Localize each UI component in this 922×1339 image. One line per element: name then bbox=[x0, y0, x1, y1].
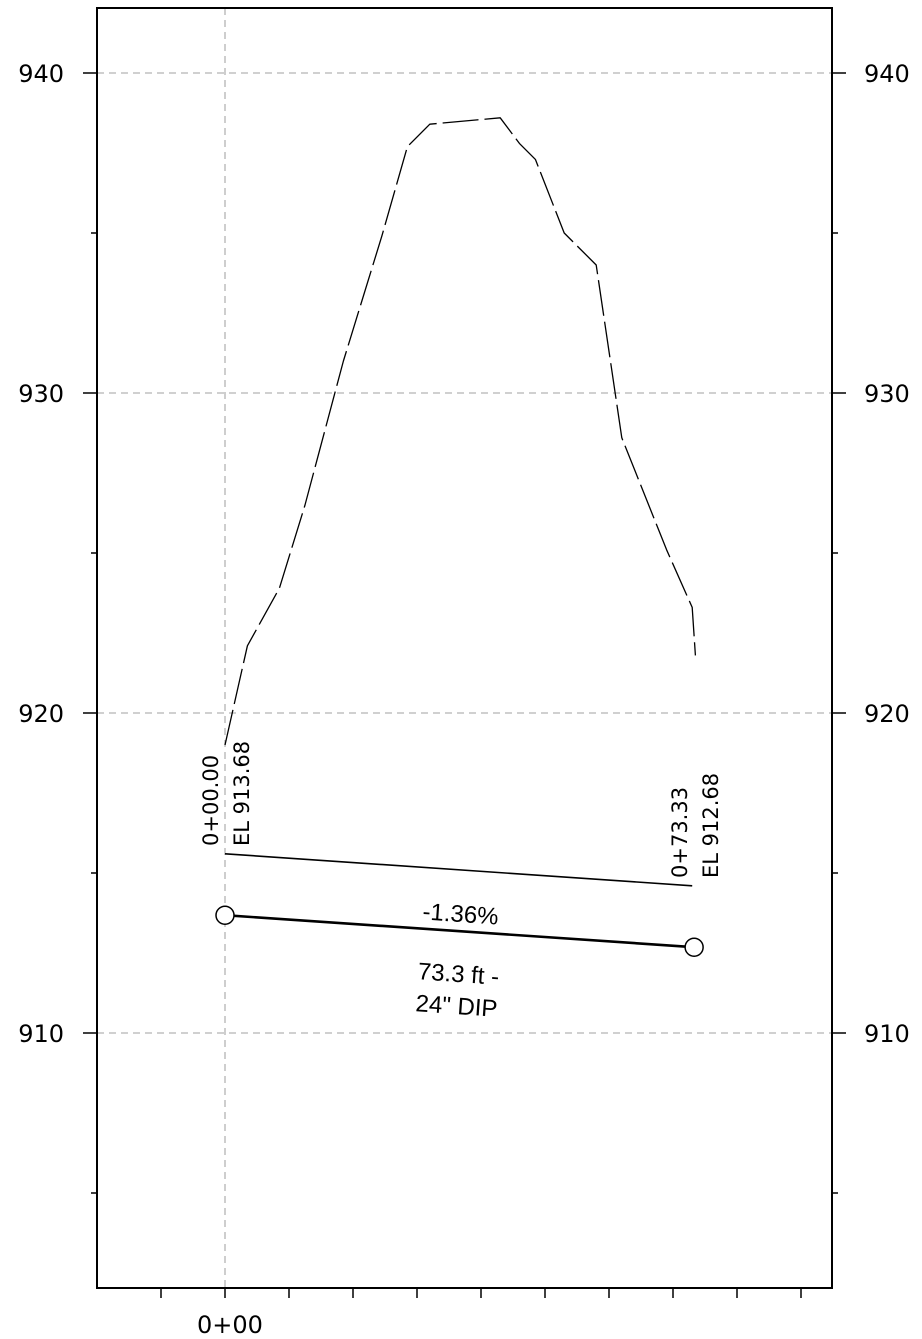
y-tick-label-left-910: 910 bbox=[18, 1020, 64, 1048]
y-tick-label-right-930: 930 bbox=[864, 380, 910, 408]
y-tick-label-right-920: 920 bbox=[864, 700, 910, 728]
start-point-marker bbox=[215, 905, 235, 925]
series-group bbox=[224, 117, 697, 949]
y-tick-label-left-920: 920 bbox=[18, 700, 64, 728]
start-station-label: 0+00.00 bbox=[199, 755, 223, 846]
pipe-profile-line bbox=[224, 913, 695, 949]
start-elevation-label: EL 913.68 bbox=[230, 741, 254, 846]
end-station-label: 0+73.33 bbox=[668, 787, 692, 878]
points-group bbox=[215, 905, 704, 957]
y-tick-label-right-910: 910 bbox=[864, 1020, 910, 1048]
x-axis: 0+00 bbox=[160, 1288, 802, 1339]
y-axis-right: 940 930 920 910 bbox=[832, 60, 910, 1194]
end-point-marker bbox=[684, 937, 704, 957]
grid-lines bbox=[97, 72, 832, 1034]
end-elevation-label: EL 912.68 bbox=[699, 773, 723, 878]
y-axis-left: 940 930 920 910 bbox=[18, 60, 97, 1194]
y-tick-label-left-940: 940 bbox=[18, 60, 64, 88]
pipe-label-line bbox=[224, 853, 693, 887]
plot-frame bbox=[96, 7, 833, 1289]
pipe-length-label: 73.3 ft - bbox=[417, 958, 500, 991]
x-tick-label-0+00: 0+00 bbox=[197, 1311, 263, 1339]
existing-ground-line bbox=[224, 117, 697, 746]
annotations-group: 0+00.00 EL 913.68 0+73.33 EL 912.68 -1.3… bbox=[199, 741, 723, 1023]
y-tick-label-right-940: 940 bbox=[864, 60, 910, 88]
slope-label: -1.36% bbox=[422, 898, 500, 930]
pipe-material-label: 24" DIP bbox=[415, 990, 499, 1023]
y-tick-label-left-930: 930 bbox=[18, 380, 64, 408]
